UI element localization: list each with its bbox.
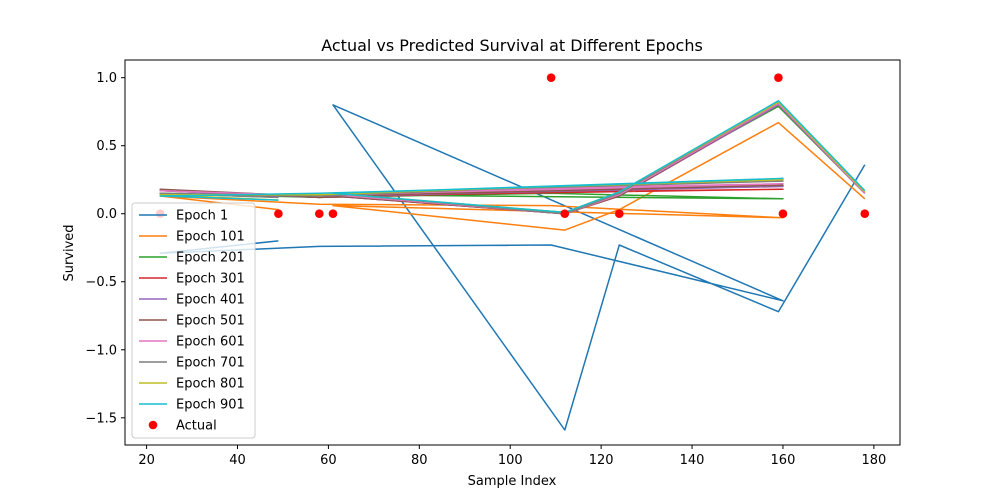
- legend-label-actual: Actual: [176, 419, 217, 434]
- legend-frame: [131, 202, 256, 439]
- actual-point: [778, 209, 788, 219]
- series-line-epoch-901: [159, 100, 866, 214]
- y-tick-label: 0.5: [96, 139, 117, 154]
- y-axis-title: Survived: [62, 224, 77, 281]
- x-axis: 20 40 60 80 100 120 140 160 180: [138, 445, 886, 468]
- legend-label-epoch-901: Epoch 901: [176, 398, 245, 413]
- legend-label-epoch-1: Epoch 1: [176, 209, 228, 224]
- actual-point: [774, 73, 783, 82]
- legend-label-epoch-601: Epoch 601: [176, 335, 245, 350]
- x-tick-label: 20: [138, 453, 155, 468]
- legend-label-epoch-301: Epoch 301: [176, 272, 245, 287]
- x-tick-label: 60: [320, 453, 337, 468]
- actual-point: [315, 209, 324, 219]
- actual-point: [615, 209, 624, 219]
- legend: Epoch 1 Epoch 101 Epoch 201 Epoch 301 Epoch …: [131, 202, 256, 439]
- x-tick-label: 120: [589, 453, 614, 468]
- x-tick-label: 140: [680, 453, 705, 468]
- legend-label-epoch-401: Epoch 401: [176, 293, 245, 308]
- actual-point: [546, 73, 556, 82]
- chart-title: Actual vs Predicted Survival at Differen…: [321, 36, 703, 55]
- legend-label-epoch-501: Epoch 501: [176, 314, 245, 329]
- series-line-epoch-601: [159, 102, 866, 215]
- legend-label-epoch-201: Epoch 201: [176, 251, 245, 266]
- x-axis-title: Sample Index: [468, 474, 557, 489]
- legend-label-epoch-101: Epoch 101: [176, 230, 245, 245]
- y-axis: −1.5 −1.0 −0.5 0.0 0.5 1.0: [85, 71, 125, 426]
- y-tick-label: −1.0: [85, 343, 117, 358]
- x-tick-label: 40: [229, 453, 246, 468]
- y-tick-label: −1.5: [85, 411, 117, 426]
- x-tick-label: 180: [861, 453, 886, 468]
- actual-point: [860, 209, 870, 219]
- x-tick-label: 80: [411, 453, 428, 468]
- legend-label-epoch-701: Epoch 701: [176, 356, 245, 371]
- series-lines: [159, 100, 866, 431]
- y-tick-label: 1.0: [96, 71, 117, 86]
- actual-point: [328, 209, 338, 219]
- plot-frame: [124, 59, 901, 446]
- x-tick-label: 160: [771, 453, 796, 468]
- y-tick-label: 0.0: [96, 207, 117, 222]
- actual-point: [560, 209, 570, 219]
- y-tick-label: −0.5: [85, 275, 117, 290]
- actual-point: [274, 209, 283, 219]
- legend-label-epoch-801: Epoch 801: [176, 377, 245, 392]
- x-tick-label: 100: [498, 453, 523, 468]
- legend-swatch-actual: [148, 420, 158, 430]
